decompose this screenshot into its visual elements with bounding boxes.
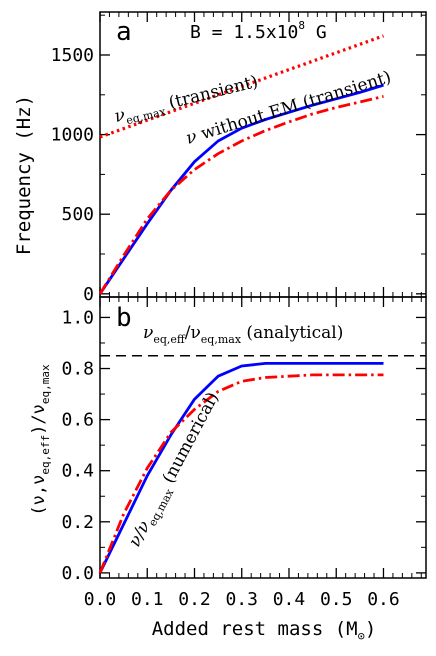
- curve-label-numerical: ν/νeq,max (numerical): [125, 389, 226, 552]
- field-annotation-text: B = 1.5x10: [190, 22, 298, 43]
- x-tick-label: 0.3: [225, 589, 258, 610]
- panel-b-ticks: 0.0 0.2 0.4 0.6 0.8 1.0 0.0 0.1 0.2 0.3 0.4 0.5 0.6: [61, 297, 426, 610]
- hline-label-main: ν: [143, 323, 153, 343]
- xlabel: Added rest mass (M⊙): [152, 618, 377, 643]
- y-tick-label-a: 0: [83, 284, 94, 305]
- y-tick-label-b: 0.0: [61, 563, 94, 584]
- x-tick-label: 0.1: [131, 589, 164, 610]
- y-tick-label-b: 0.2: [61, 512, 94, 533]
- y-tick-label-b: 0.6: [61, 410, 94, 431]
- panel-a-frame: [99, 11, 427, 298]
- panel-b-frame: [99, 296, 427, 579]
- panel-b-label: b: [116, 303, 132, 333]
- series-label-eqmax-main: ν: [112, 105, 127, 127]
- series-label-eqmax-rest: (transient): [161, 72, 260, 115]
- xlabel-sub: ⊙: [358, 629, 365, 643]
- panel-b-series: [98, 355, 426, 574]
- series-label-eqmax-sub: eq,max: [125, 105, 168, 128]
- x-tick-label: 0.5: [320, 589, 353, 610]
- xlabel-end: ): [365, 618, 376, 640]
- field-annotation-unit: G: [305, 22, 327, 43]
- panel-b-ylabel-mid: )/ν: [29, 404, 49, 435]
- y-tick-label-b: 0.4: [61, 461, 94, 482]
- panel-b-ylabel-sub1: eq,eff: [39, 435, 52, 475]
- hline-label-mid: /ν: [185, 323, 201, 343]
- y-tick-label-a: 1500: [51, 45, 94, 66]
- hline-label-sub2: eq,max: [201, 333, 242, 346]
- field-annotation-exp: 8: [298, 19, 305, 32]
- series-line-a-0: [99, 34, 385, 139]
- x-tick-label: 0.6: [367, 589, 400, 610]
- panel-b-ylabel-open: (ν,ν: [29, 475, 49, 516]
- x-tick-label: 0.0: [84, 589, 117, 610]
- panel-b-ylabel-sub2: eq,max: [39, 364, 52, 404]
- panel-a-label: a: [116, 17, 132, 47]
- field-annotation: B = 1.5x108 G: [190, 19, 327, 43]
- panel-a-series: [98, 34, 385, 295]
- series-line-a-1: [98, 83, 384, 295]
- y-tick-label-a: 1000: [51, 125, 94, 146]
- series-label-noem: ν without EM (transient): [184, 67, 394, 149]
- y-tick-label-a: 500: [61, 204, 94, 225]
- x-tick-label: 0.4: [273, 589, 306, 610]
- hline-label: νeq,eff/νeq,max (analytical): [143, 323, 343, 346]
- panel-b-ylabel: (ν,νeq,eff)/νeq,max: [29, 364, 52, 516]
- y-tick-label-b: 1.0: [61, 307, 94, 328]
- series-line-b-0: [98, 361, 384, 574]
- panel-a-ylabel: Frequency (Hz): [13, 95, 35, 255]
- series-line-a-2: [98, 95, 384, 295]
- y-tick-label-b: 0.8: [61, 359, 94, 380]
- curve-label-sub: eq,max: [146, 486, 177, 528]
- series-line-b-1: [98, 373, 384, 574]
- hline-label-rest: (analytical): [241, 323, 343, 343]
- xlabel-main: Added rest mass (M: [152, 618, 358, 640]
- hline-label-sub1: eq,eff: [153, 333, 186, 346]
- panel-a-ticks: 0 500 1000 1500: [51, 12, 426, 305]
- x-tick-label: 0.2: [178, 589, 211, 610]
